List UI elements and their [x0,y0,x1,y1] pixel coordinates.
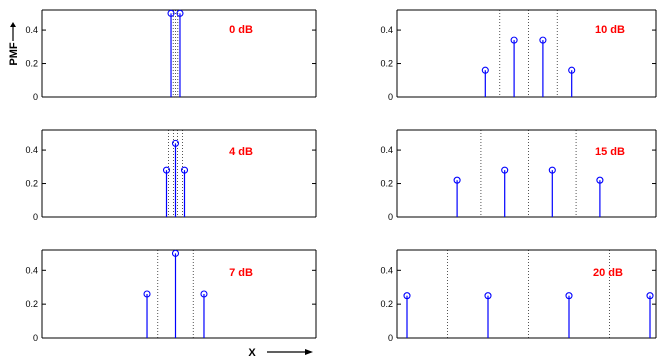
y-tick-label: 0.4 [380,25,393,35]
y-tick-label: 0.4 [380,145,393,155]
y-tick-label: 0.2 [380,299,393,309]
stem-marker [143,290,151,298]
x-axis-label: X [248,347,256,359]
stem-marker [171,249,180,257]
snr-label: 0 dB [229,24,253,36]
stem-marker [548,166,556,174]
snr-label: 7 dB [229,267,253,279]
y-tick-label: 0.4 [25,145,38,155]
panel-5: 0 0.2 0.4 15 dB [380,129,657,222]
y-tick-label: 0 [33,92,38,102]
stem-marker [481,66,489,74]
stem-marker [162,166,171,174]
panel-2: 0 0.2 0.4 4 dB [25,129,317,222]
snr-label: 15 dB [595,146,625,158]
ylabel-group: PMF [8,22,20,66]
snr-label: 20 dB [593,267,623,279]
stem-marker [646,292,654,300]
stem-marker [539,36,547,44]
y-axis-label: PMF [8,42,20,66]
snr-label: 4 dB [229,146,253,158]
stem-marker [403,292,411,300]
y-tick-label: 0 [388,92,393,102]
y-tick-label: 0.2 [25,299,38,309]
y-tick-label: 0.2 [380,179,393,189]
stem-marker [596,176,604,184]
stem-marker [510,36,518,44]
stem-marker [501,166,509,174]
snr-label: 10 dB [595,24,625,36]
stem-marker [176,9,184,17]
panel-6: 0 0.2 0.4 20 dB [380,249,657,343]
panel-3: 0 0.2 0.4 7 dB [25,249,317,343]
y-tick-label: 0 [388,212,393,222]
panel-4: 0 0.2 0.4 10 dB [380,9,657,102]
stem-marker [484,292,492,300]
y-tick-label: 0.2 [25,179,38,189]
y-tick-label: 0.4 [25,265,38,275]
stem-marker [453,176,461,184]
y-tick-label: 0.2 [380,59,393,69]
stem-marker [200,290,208,298]
y-tick-label: 0.2 [25,59,38,69]
xlabel-arrow-head [305,349,313,355]
panel-1: 0 0.2 0.4 0 dB [25,9,317,102]
y-tick-label: 0.4 [25,25,38,35]
stem-marker [167,9,175,17]
stem-marker [171,139,180,147]
stem-marker [568,66,576,74]
y-tick-label: 0 [388,333,393,343]
y-tick-label: 0 [33,333,38,343]
stem-marker [565,292,573,300]
stem-marker [180,166,189,174]
y-tick-label: 0.4 [380,265,393,275]
ylabel-arrow-head [10,22,16,27]
y-tick-label: 0 [33,212,38,222]
